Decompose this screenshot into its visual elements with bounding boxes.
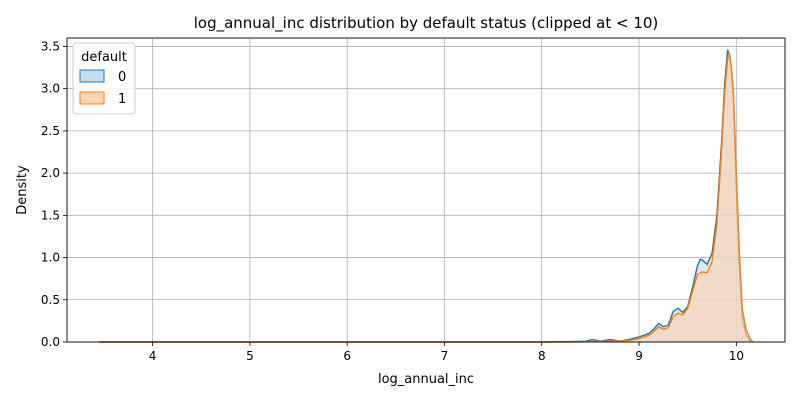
y-tick-label: 2.0 [41,166,60,180]
grid [67,38,785,343]
x-tick-label: 10 [729,349,744,363]
y-tick-label: 0.5 [41,293,60,307]
x-tick-label: 6 [343,349,351,363]
x-tick-label: 8 [538,349,546,363]
series-1-area [99,53,753,342]
plot-frame [66,37,786,343]
legend-label-0: 0 [118,70,126,85]
x-tick-label: 7 [441,349,449,363]
x-tick-label: 5 [246,349,254,363]
series-0-line [99,49,754,343]
chart-title: log_annual_inc distribution by default s… [194,14,659,33]
legend: default 0 1 [72,42,136,115]
legend-swatch-0 [79,69,105,83]
legend-label-1: 1 [118,92,126,107]
y-axis: 0.0 0.5 1.0 1.5 2.0 2.5 3.0 3.5 [41,39,67,349]
y-tick-label: 3.5 [41,39,60,53]
y-axis-label: Density [15,165,30,215]
series-1-line [99,52,754,343]
y-tick-label: 3.0 [41,82,60,96]
y-tick-label: 1.0 [41,251,60,265]
y-tick-label: 0.0 [41,335,60,349]
x-axis-label: log_annual_inc [378,372,474,387]
x-axis: 4 5 6 7 8 9 10 [149,342,744,363]
x-tick-label: 9 [635,349,643,363]
legend-title: default [81,50,127,65]
y-tick-label: 1.5 [41,208,60,222]
y-tick-label: 2.5 [41,124,60,138]
density-areas [99,49,754,343]
x-tick-label: 4 [149,349,157,363]
legend-swatch-1 [79,91,105,105]
series-0-area [99,49,753,342]
